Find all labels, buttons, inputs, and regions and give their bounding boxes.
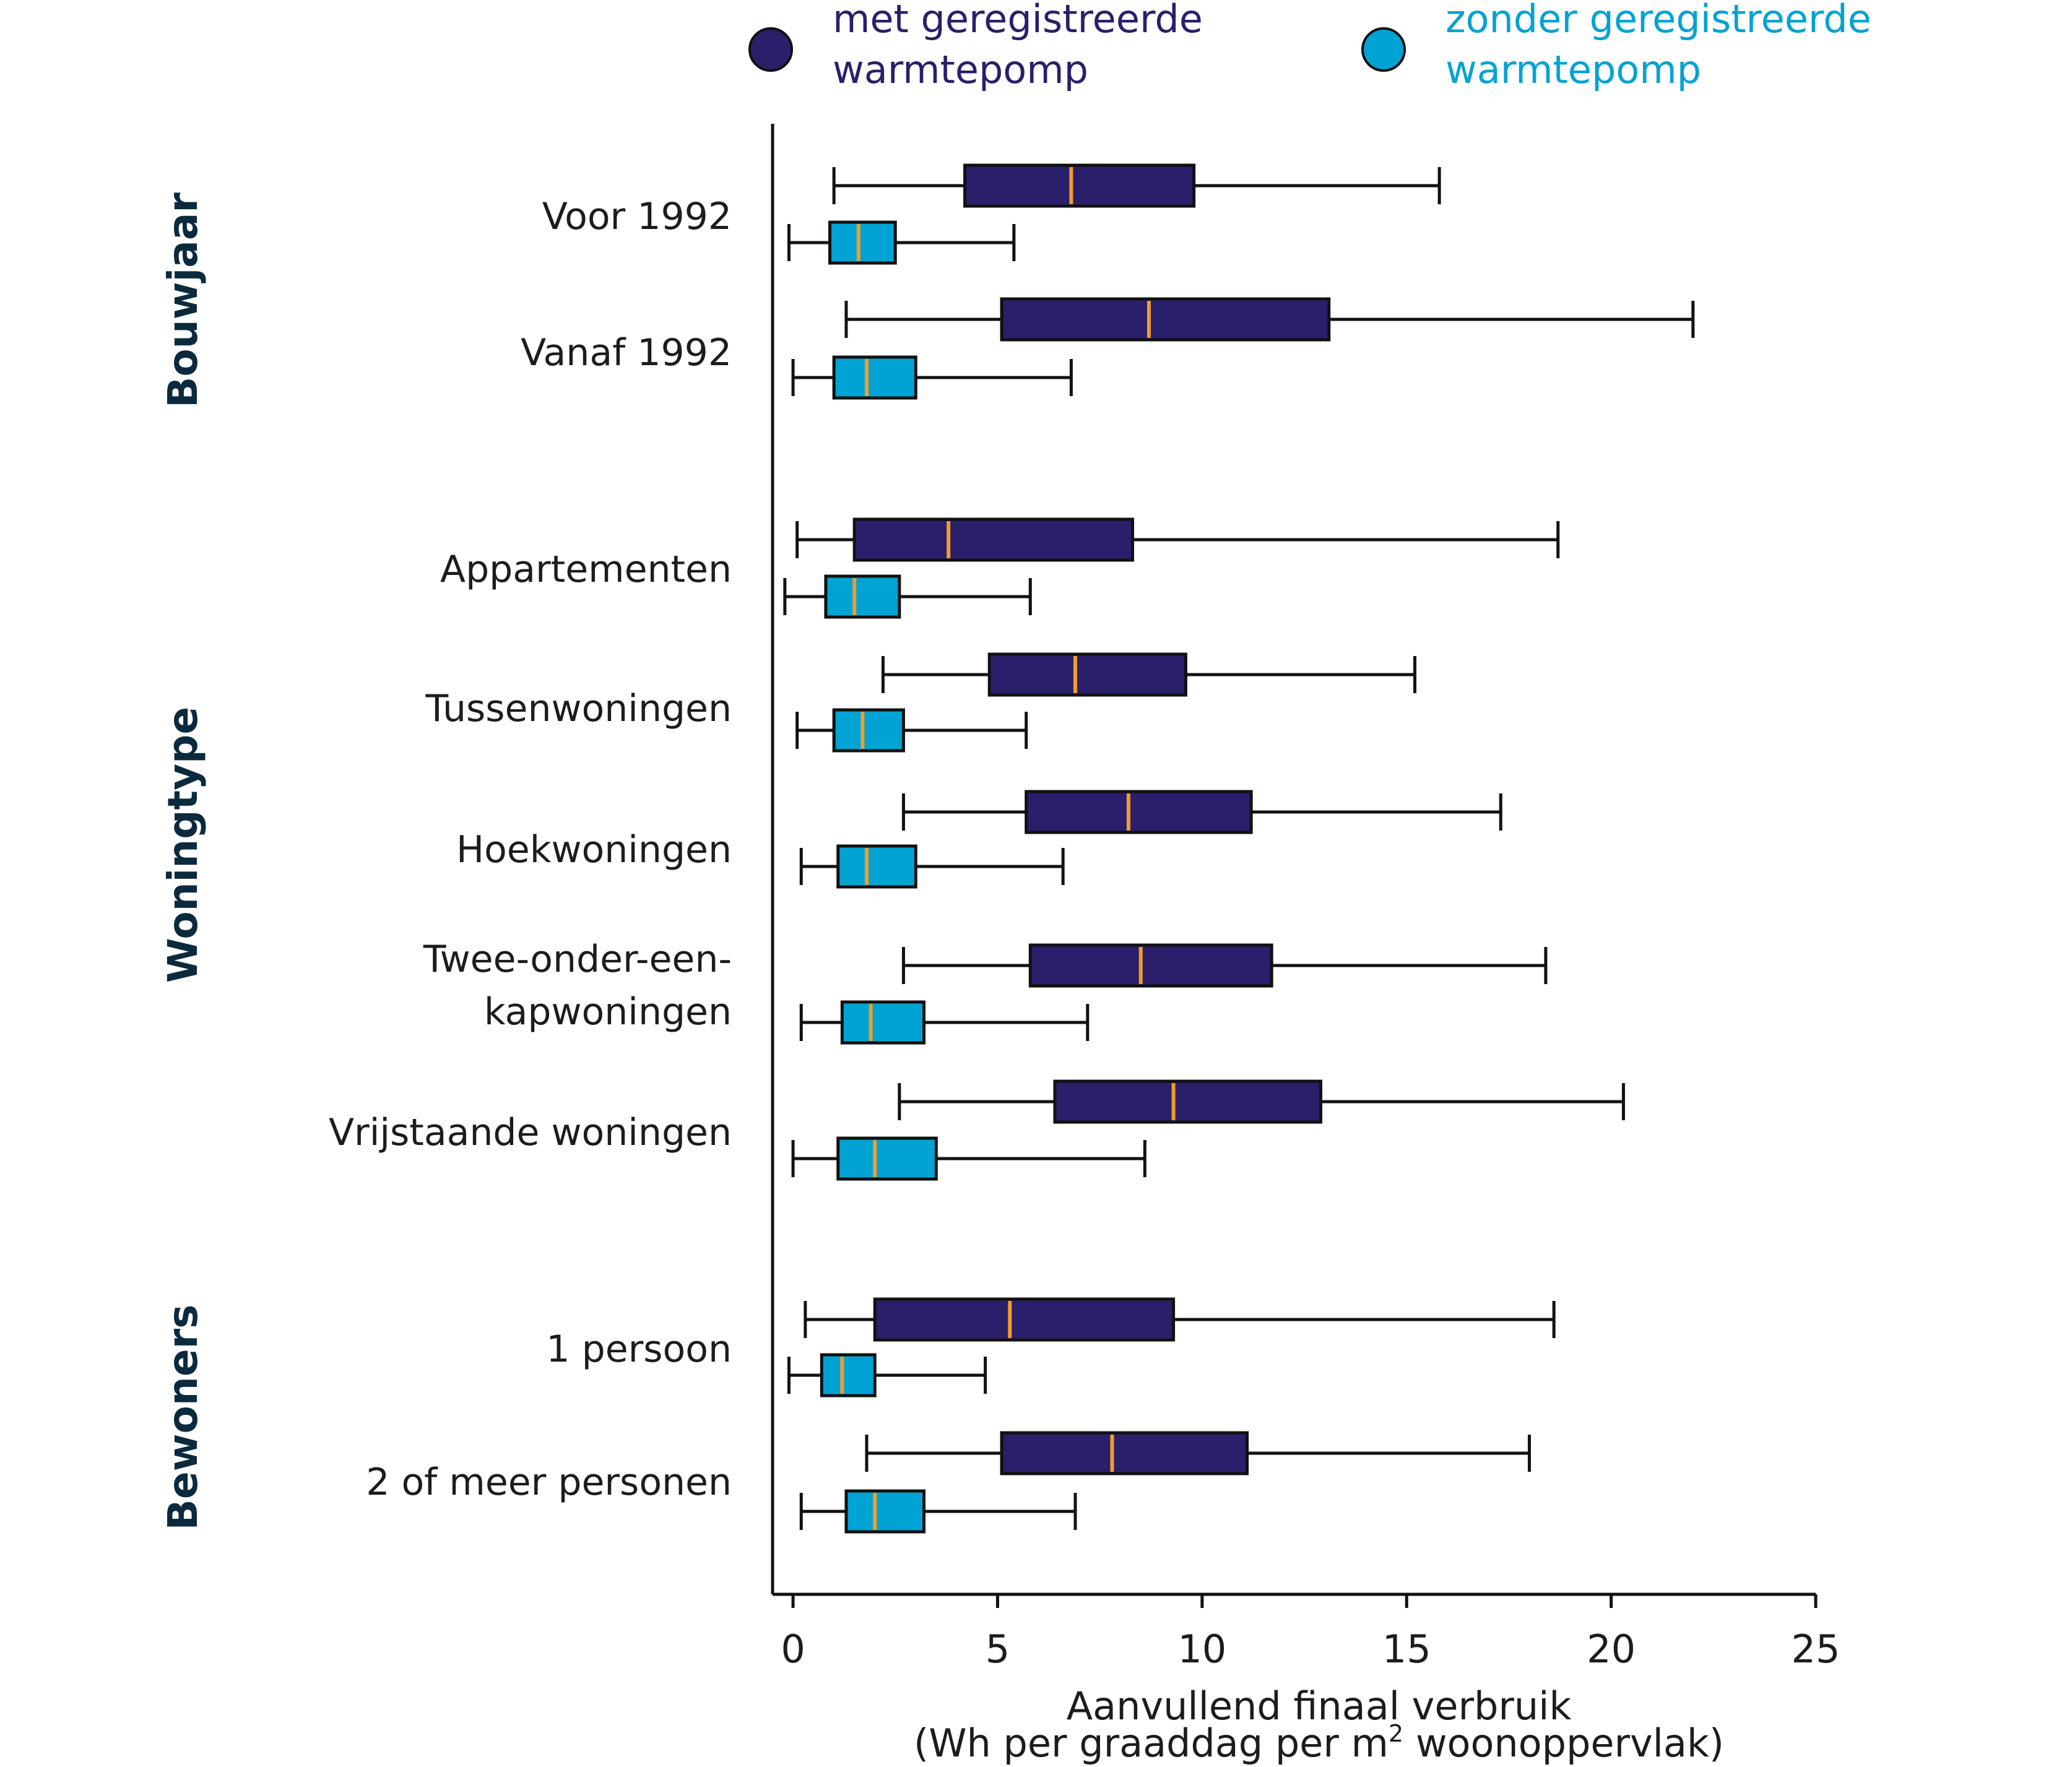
- box-4-1-iqr: [836, 844, 917, 889]
- category-labels: Bouwjaar Voor 1992 Vanaf 1992 Woningtype App…: [159, 192, 732, 1531]
- box-5-0-iqr: [1028, 943, 1273, 988]
- box-0-1-iqr: [828, 220, 897, 265]
- group-label-2: Bewoners: [159, 1305, 207, 1531]
- box-4-0-iqr: [1025, 790, 1253, 834]
- legend-label-1-0: zonder geregistreerde: [1446, 0, 1871, 41]
- x-tick-label-3: 15: [1382, 1627, 1431, 1672]
- category-label-7: 1 persoon: [546, 1328, 732, 1371]
- box-7-1-iqr: [820, 1353, 877, 1398]
- box-0-0-iqr: [963, 163, 1196, 208]
- box-3-1-iqr: [832, 708, 905, 753]
- plot-area: [783, 163, 1695, 1534]
- box-6-1-iqr: [836, 1136, 938, 1181]
- box-1-0-iqr: [1000, 297, 1331, 342]
- x-tick-label-4: 20: [1587, 1627, 1636, 1672]
- box-2-1-iqr: [824, 574, 901, 619]
- box-8-0-iqr: [1000, 1431, 1249, 1475]
- legend-marker-0: [748, 27, 793, 72]
- category-label-1: Vanaf 1992: [521, 331, 732, 374]
- box-5-1-iqr: [840, 1000, 925, 1045]
- category-label-8: 2 of meer personen: [366, 1461, 732, 1504]
- x-tick-label-0: 0: [781, 1627, 805, 1672]
- x-axis-title-superscript: 2: [1389, 1720, 1403, 1747]
- x-axis-title-line1: Aanvullend finaal verbruik: [1067, 1683, 1572, 1729]
- legend-label-0-0: met geregistreerde: [833, 0, 1203, 41]
- box-1-1-iqr: [832, 355, 917, 400]
- category-label-5-1: kapwoningen: [484, 990, 732, 1034]
- x-tick-label-5: 25: [1792, 1627, 1840, 1672]
- legend: met geregistreerde warmtepomp zonder gereg…: [748, 0, 1871, 92]
- legend-label-1-1: warmtepomp: [1446, 47, 1701, 92]
- category-label-3: Tussenwoningen: [425, 687, 732, 730]
- category-label-6: Vrijstaande woningen: [329, 1111, 732, 1154]
- category-label-4: Hoekwoningen: [456, 828, 732, 871]
- x-tick-label-2: 10: [1177, 1627, 1226, 1672]
- legend-marker-1: [1361, 27, 1406, 72]
- x-axis-title-line2: (Wh per graaddag per m2 woonoppervlak): [914, 1720, 1724, 1766]
- category-label-5-0: Twee-onder-een-: [423, 938, 732, 981]
- box-8-1-iqr: [844, 1489, 925, 1534]
- category-label-0: Voor 1992: [542, 195, 732, 238]
- axes: 0 5 10 15 20 25 Aanvullend finaal verbruik(Wh …: [771, 124, 1840, 1766]
- legend-label-0-1: warmtepomp: [833, 47, 1088, 92]
- group-label-1: Woningtype: [159, 707, 207, 983]
- box-7-0-iqr: [873, 1297, 1176, 1342]
- x-axis-title-line2-b: woonoppervlak): [1403, 1721, 1724, 1766]
- group-label-0: Bouwjaar: [159, 192, 207, 408]
- category-label-2: Appartementen: [440, 548, 732, 591]
- x-axis-title-line2-a: (Wh per graaddag per m: [914, 1721, 1389, 1766]
- box-3-0-iqr: [987, 652, 1187, 697]
- x-tick-label-1: 5: [986, 1627, 1010, 1672]
- box-6-0-iqr: [1053, 1079, 1322, 1124]
- box-2-0-iqr: [852, 517, 1134, 562]
